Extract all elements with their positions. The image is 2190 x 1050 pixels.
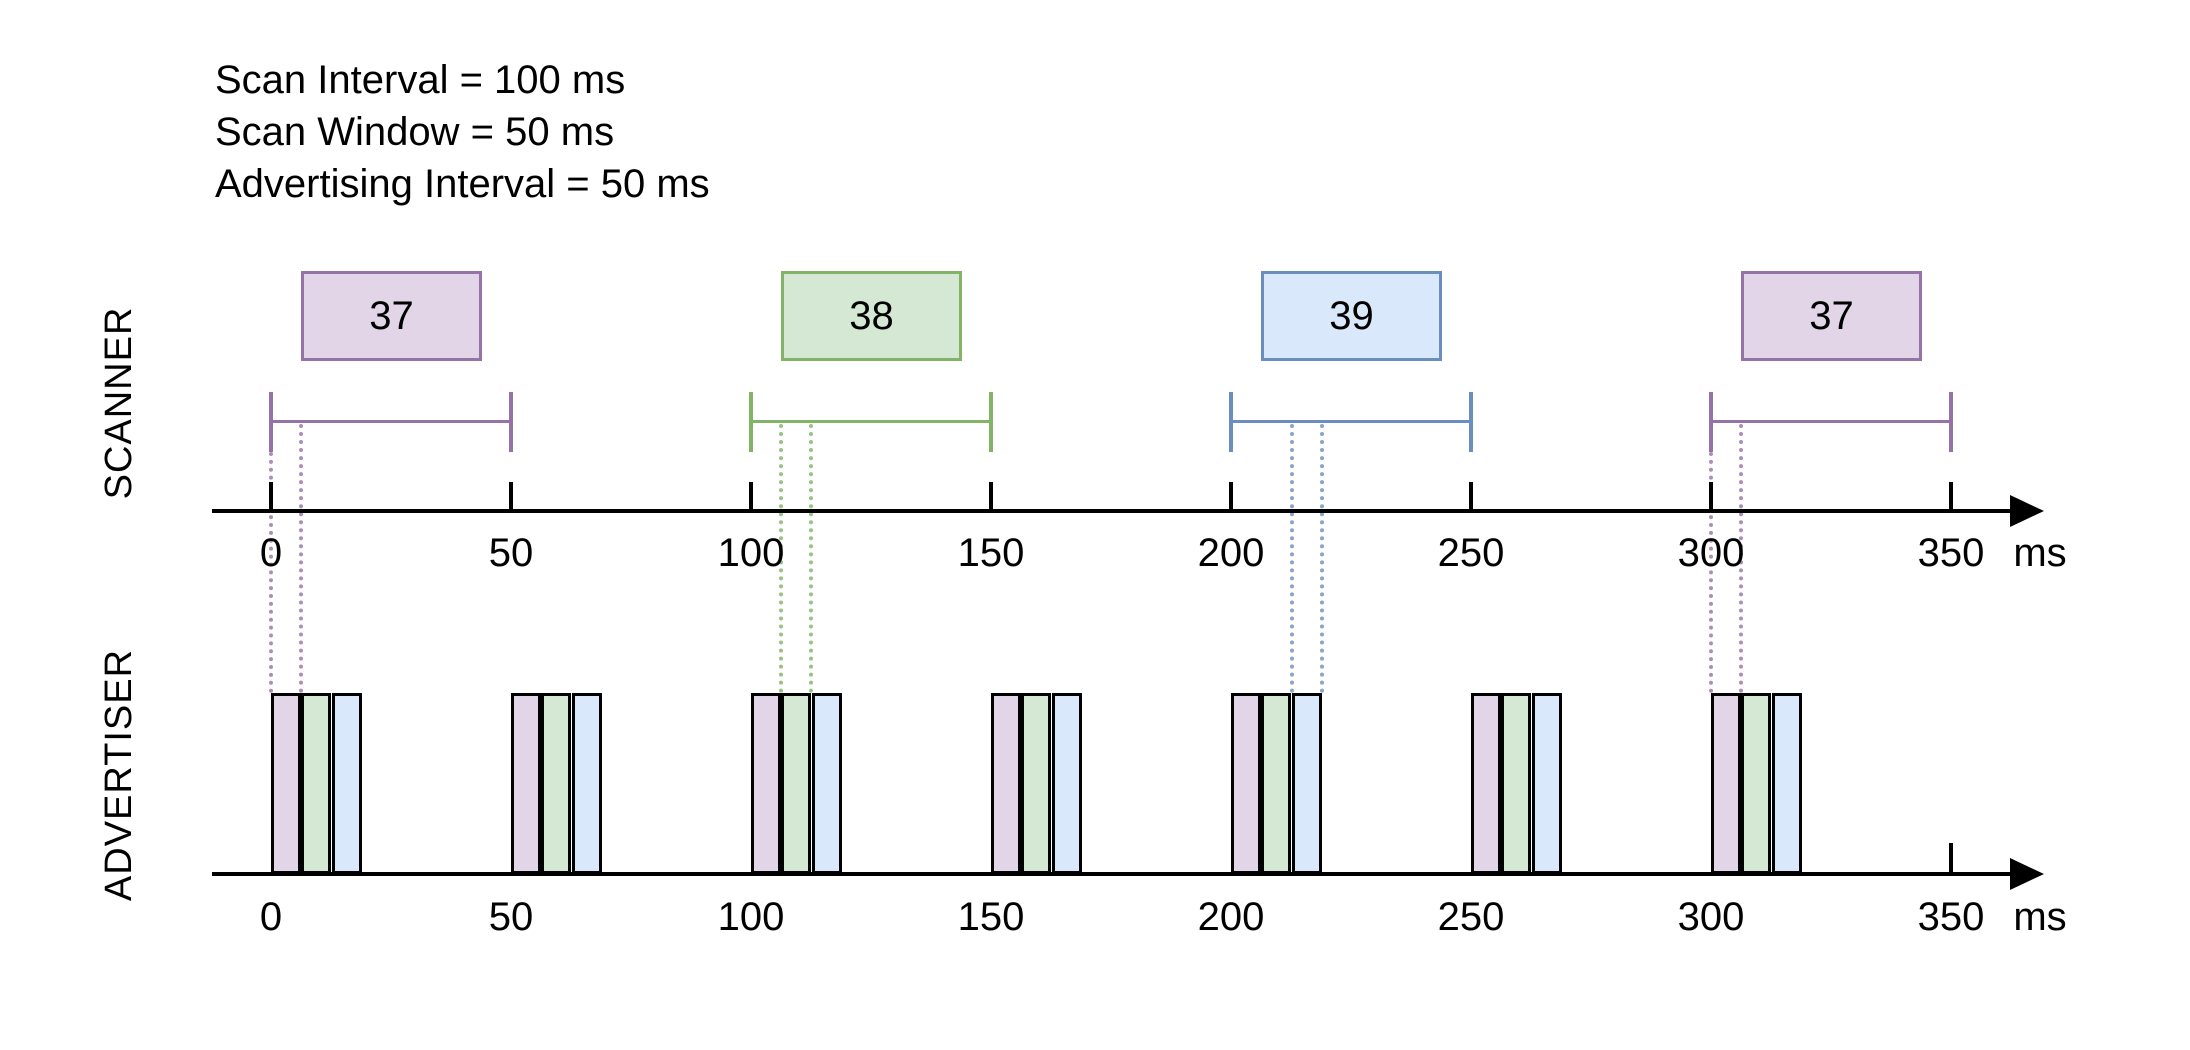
scanner-row-label: SCANNER: [98, 306, 140, 500]
scanner-tick-label: 150: [957, 531, 1025, 575]
adv-packet-bar-37: [511, 693, 541, 874]
scan-window-bracket-cap: [269, 392, 273, 452]
adv-packet-bar-37: [1711, 693, 1741, 874]
scan-window-bracket-cap: [1949, 392, 1953, 452]
scan-window-box-38: 38: [781, 271, 962, 361]
adv-packet-bar-39: [572, 693, 602, 874]
scan-window-bracket-cap: [1229, 392, 1233, 452]
scanner-tick-label: 250: [1437, 531, 1505, 575]
scanner-tick-100: [749, 482, 753, 511]
advertiser-tick-label: 100: [717, 895, 785, 939]
advertiser-axis-unit: ms: [2013, 895, 2067, 939]
adv-packet-bar-37: [271, 693, 301, 874]
adv-packet-bar-39: [332, 693, 362, 874]
sync-dotted-line-38: [809, 424, 813, 693]
scanner-tick-label: 100: [717, 531, 785, 575]
scan-window-bracket-cap: [1469, 392, 1473, 452]
scanner-tick-label: 350: [1917, 531, 1985, 575]
scanner-tick-label: 200: [1197, 531, 1265, 575]
scanner-tick-350: [1949, 482, 1953, 511]
adv-packet-bar-37: [991, 693, 1021, 874]
adv-packet-bar-38: [541, 693, 571, 874]
adv-packet-bar-39: [1532, 693, 1562, 874]
sync-dotted-line-37: [269, 452, 273, 693]
scan-window-box-37b: 37: [1741, 271, 1922, 361]
scan-window-bracket-cap: [509, 392, 513, 452]
scanner-tick-label: 50: [488, 531, 534, 575]
advertiser-tick-label: 300: [1677, 895, 1745, 939]
adv-packet-bar-39: [812, 693, 842, 874]
scan-window-text: Scan Window = 50 ms: [215, 110, 615, 154]
sync-dotted-line-37: [299, 424, 303, 693]
channel-number: 37: [369, 293, 414, 338]
scan-window-bracket-bar-1: [270, 420, 512, 423]
scanner-tick-0: [269, 482, 273, 511]
advertiser-tick-label: 200: [1197, 895, 1265, 939]
adv-packet-bar-37: [1231, 693, 1261, 874]
advertiser-tick-label: 0: [259, 895, 283, 939]
adv-packet-bar-38: [1741, 693, 1771, 874]
parameters-text: Scan Interval = 100 ms Scan Window = 50 …: [215, 54, 710, 210]
channel-number: 39: [1329, 293, 1374, 338]
scan-window-box-39: 39: [1261, 271, 1442, 361]
scan-window-bracket-cap: [1709, 392, 1713, 452]
advertiser-tick-350: [1949, 843, 1953, 872]
adv-packet-bar-38: [781, 693, 811, 874]
sync-dotted-line-37: [1739, 424, 1743, 693]
advertiser-tick-label: 350: [1917, 895, 1985, 939]
scanner-tick-200: [1229, 482, 1233, 511]
advertiser-axis-arrowhead: [2010, 858, 2044, 890]
scanner-tick-label: 300: [1677, 531, 1745, 575]
sync-dotted-line-39: [1290, 424, 1294, 693]
advertiser-row-label: ADVERTISER: [98, 648, 140, 902]
adv-packet-bar-37: [1471, 693, 1501, 874]
adv-packet-bar-38: [1021, 693, 1051, 874]
advertiser-tick-label: 150: [957, 895, 1025, 939]
scan-window-box-37: 37: [301, 271, 482, 361]
adv-packet-bar-37: [751, 693, 781, 874]
adv-packet-bar-38: [301, 693, 331, 874]
adv-packet-bar-39: [1772, 693, 1802, 874]
advertiser-tick-label: 50: [488, 895, 534, 939]
channel-number: 38: [849, 293, 894, 338]
advertiser-axis-line: [212, 872, 2014, 876]
scanner-tick-50: [509, 482, 513, 511]
scan-window-bracket-bar-4: [1710, 420, 1952, 423]
advertiser-tick-label: 250: [1437, 895, 1505, 939]
scan-window-bracket-cap: [989, 392, 993, 452]
adv-packet-bar-39: [1292, 693, 1322, 874]
scan-window-bracket-bar-3: [1230, 420, 1472, 423]
channel-number: 37: [1809, 293, 1854, 338]
adv-packet-bar-38: [1261, 693, 1291, 874]
scan-window-bracket-bar-2: [750, 420, 992, 423]
scan-interval-text: Scan Interval = 100 ms: [215, 58, 626, 102]
scanner-tick-250: [1469, 482, 1473, 511]
scanner-axis-arrowhead: [2010, 495, 2044, 527]
scanner-tick-150: [989, 482, 993, 511]
sync-dotted-line-38: [779, 424, 783, 693]
scanner-axis-unit: ms: [2013, 531, 2067, 575]
scanner-axis-line: [212, 509, 2014, 513]
adv-packet-bar-39: [1052, 693, 1082, 874]
sync-dotted-line-37: [1709, 452, 1713, 693]
scan-window-bracket-cap: [749, 392, 753, 452]
scanner-tick-label: 0: [259, 531, 283, 575]
scanner-tick-300: [1709, 482, 1713, 511]
sync-dotted-line-39: [1320, 424, 1324, 693]
advertising-interval-text: Advertising Interval = 50 ms: [215, 162, 710, 206]
adv-packet-bar-38: [1501, 693, 1531, 874]
